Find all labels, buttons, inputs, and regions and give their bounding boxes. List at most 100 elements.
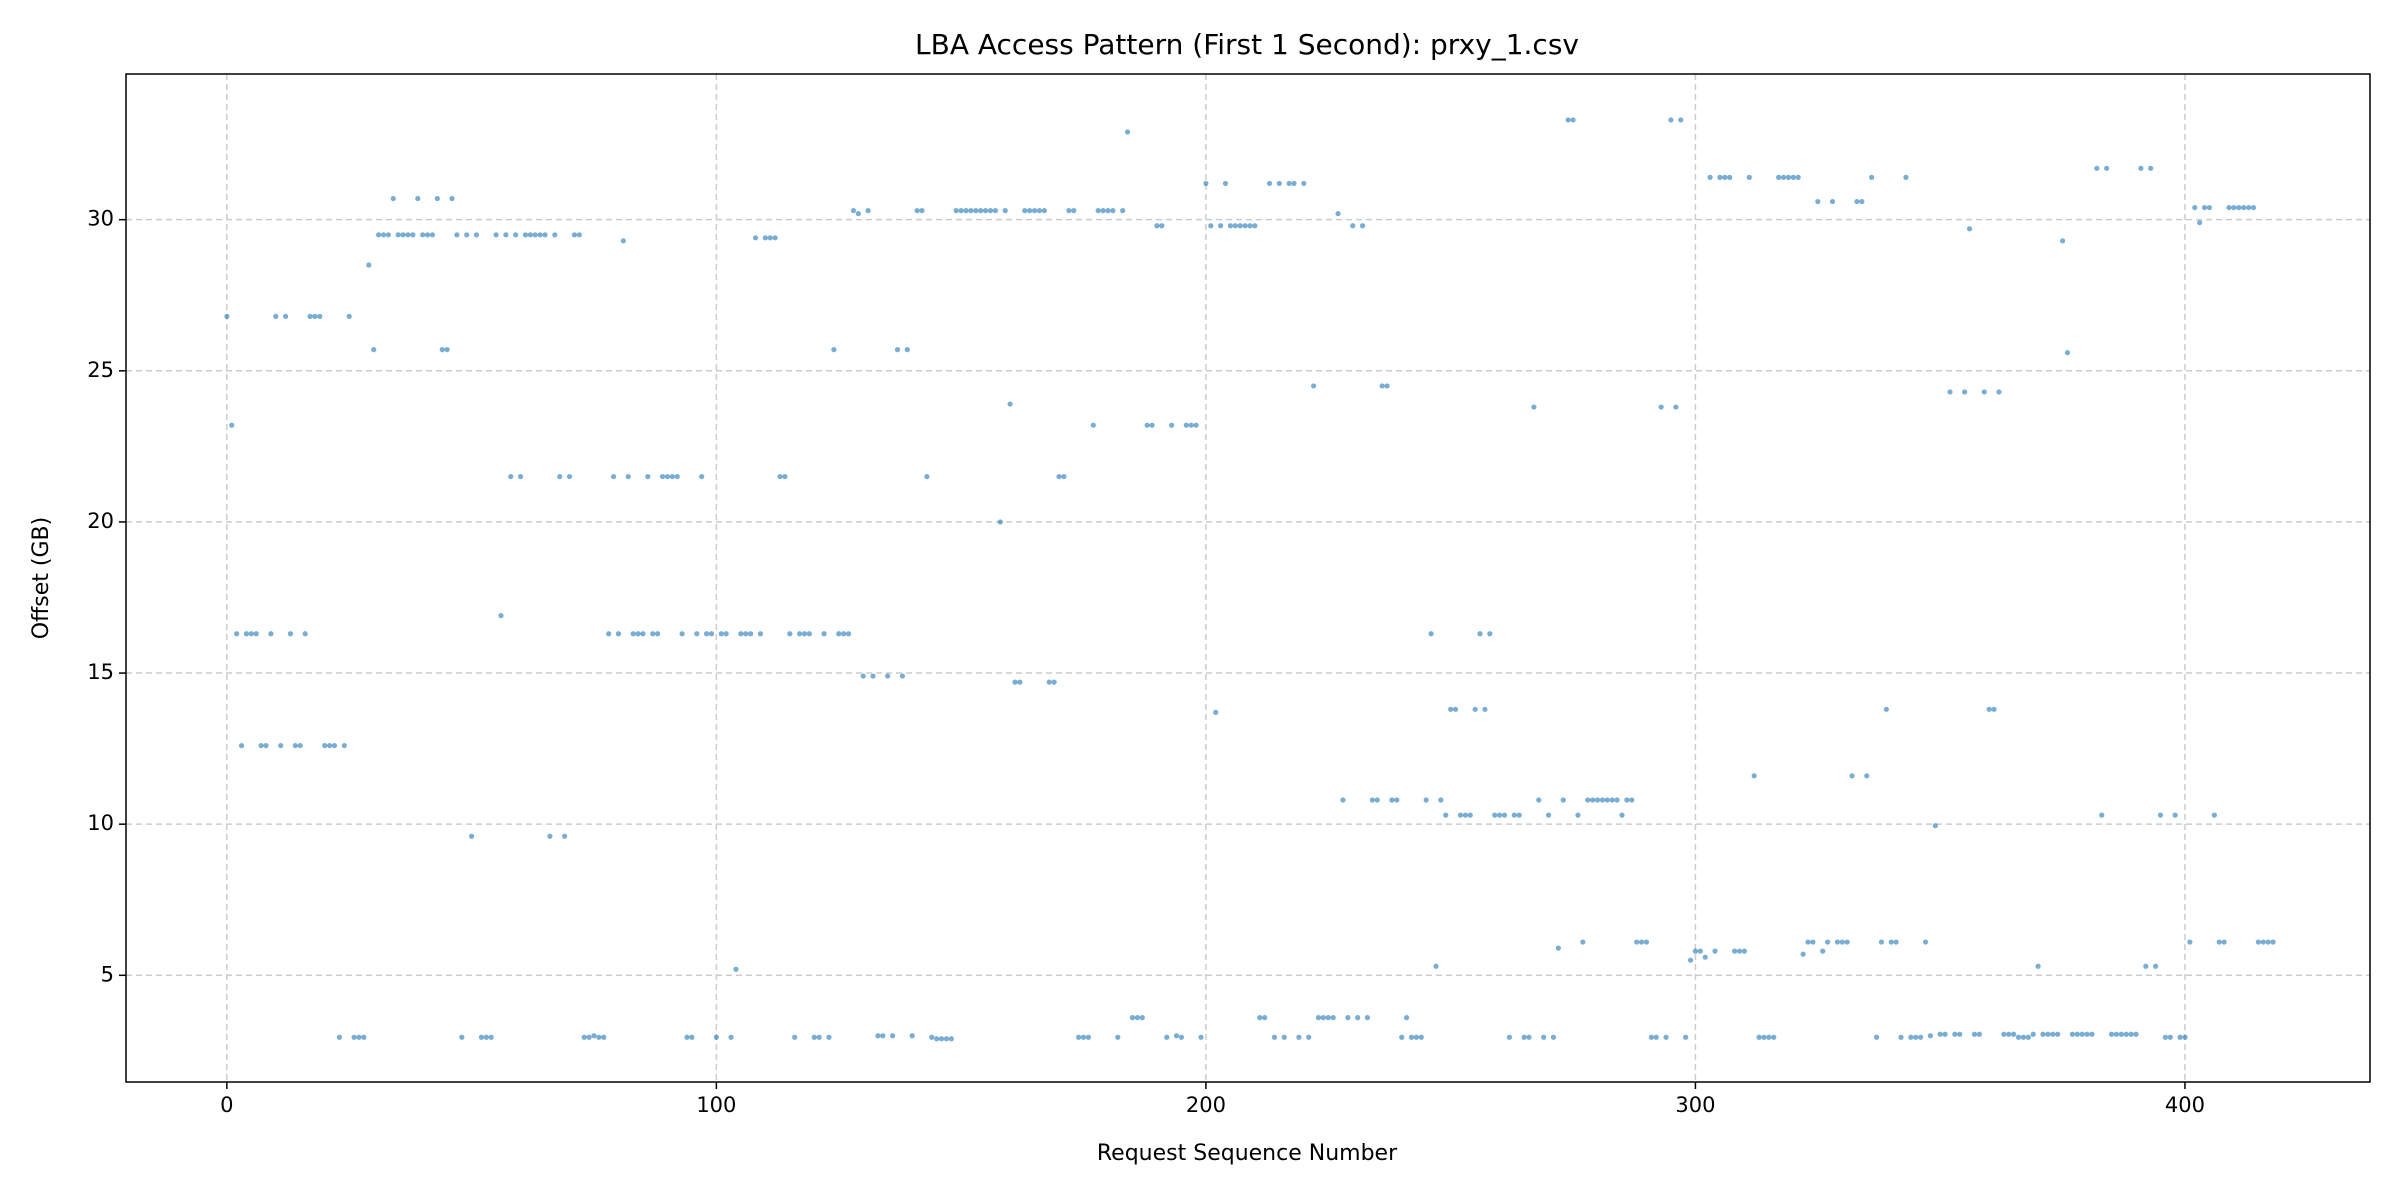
data-point: [1663, 1034, 1669, 1040]
data-point: [547, 833, 553, 839]
data-point: [2236, 204, 2242, 211]
data-point: [224, 313, 230, 320]
data-point: [282, 313, 289, 320]
data-point: [1325, 1015, 1331, 1021]
data-point: [2035, 963, 2041, 969]
data-point: [1687, 957, 1694, 963]
data-point: [1477, 631, 1483, 637]
data-point: [1301, 180, 1307, 187]
data-point: [1751, 773, 1757, 779]
data-point: [1834, 939, 1840, 945]
data-point: [958, 208, 964, 214]
data-point: [557, 473, 563, 480]
data-point: [234, 631, 240, 637]
data-point: [2192, 204, 2198, 211]
data-point: [659, 473, 666, 480]
data-point: [1614, 797, 1620, 803]
data-point: [1570, 117, 1576, 123]
data-point: [826, 1034, 832, 1040]
data-point: [757, 631, 764, 637]
data-point: [1560, 797, 1566, 803]
data-point: [899, 673, 905, 679]
data-point: [1022, 208, 1028, 214]
data-point: [1849, 773, 1855, 779]
data-point: [1036, 208, 1043, 214]
data-point: [894, 347, 901, 353]
data-point: [1898, 1034, 1904, 1040]
data-point: [1076, 1034, 1082, 1040]
data-point: [2128, 1031, 2134, 1037]
data-point: [1805, 939, 1811, 945]
data-point: [1335, 211, 1341, 217]
data-point: [576, 232, 582, 238]
data-point: [1957, 1031, 1963, 1037]
data-point: [1041, 208, 1047, 214]
data-point: [410, 232, 416, 238]
data-point: [1854, 198, 1860, 205]
data-point: [498, 613, 504, 619]
data-point: [2226, 204, 2232, 211]
data-point: [1541, 1034, 1547, 1040]
data-point: [1144, 422, 1150, 428]
data-point: [1575, 812, 1581, 818]
data-point: [1506, 1034, 1513, 1040]
data-point: [870, 673, 876, 679]
data-point: [1692, 948, 1699, 954]
data-point: [1159, 223, 1165, 229]
data-point: [2216, 939, 2222, 945]
data-point: [1873, 1034, 1880, 1040]
data-point: [1164, 1034, 1170, 1040]
data-point: [1291, 180, 1297, 187]
data-point: [503, 232, 509, 238]
data-point: [914, 208, 920, 214]
data-point: [1066, 208, 1072, 214]
data-point: [963, 208, 969, 214]
data-point: [1428, 631, 1434, 637]
data-point: [356, 1034, 362, 1040]
data-point: [238, 742, 245, 749]
data-point: [1859, 198, 1865, 205]
y-tick-label: 20: [87, 509, 114, 533]
data-point: [424, 232, 431, 238]
x-tick-label: 300: [1675, 1093, 1715, 1117]
data-point: [395, 232, 401, 238]
axes-layer: 0 100 200 300 400 5 10 15 20 25 30: [87, 73, 2371, 1117]
data-point: [1198, 1034, 1204, 1040]
data-point: [2162, 1034, 2168, 1040]
data-point: [1178, 1034, 1185, 1040]
data-point: [1761, 1034, 1767, 1040]
data-point: [2167, 1034, 2173, 1040]
data-point: [2084, 1031, 2090, 1037]
data-point: [713, 1034, 719, 1040]
data-point: [708, 631, 715, 637]
data-point: [2104, 165, 2110, 171]
data-point: [1492, 812, 1498, 818]
data-point: [816, 1034, 822, 1040]
data-point: [2025, 1034, 2031, 1040]
data-point: [983, 208, 989, 214]
data-point: [1232, 223, 1238, 229]
data-point: [263, 742, 269, 749]
data-point: [1183, 422, 1189, 428]
data-point: [997, 519, 1003, 525]
data-point: [723, 631, 729, 637]
data-point: [1315, 1015, 1322, 1021]
y-tick-label: 5: [101, 962, 114, 986]
data-point: [1697, 948, 1703, 954]
data-point: [909, 1033, 915, 1039]
data-point: [2040, 1031, 2046, 1037]
data-point: [1585, 797, 1591, 803]
data-point: [1472, 706, 1478, 712]
data-point: [1658, 404, 1664, 410]
data-point: [1864, 773, 1870, 779]
data-point: [1173, 1033, 1180, 1039]
data-point: [855, 211, 861, 217]
data-point: [694, 631, 700, 637]
data-point: [1105, 208, 1111, 214]
data-point: [2006, 1031, 2012, 1037]
data-point: [1878, 939, 1885, 945]
data-point: [1947, 389, 1953, 395]
data-point: [532, 232, 538, 238]
data-point: [1780, 174, 1787, 180]
